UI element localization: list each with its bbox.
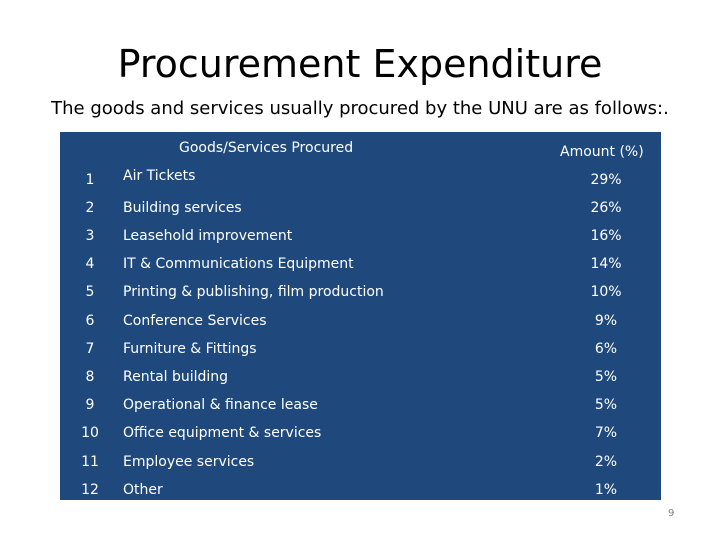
table-row: 4 IT & Communications Equipment 14% <box>60 256 661 280</box>
row-amount: 5% <box>594 397 618 413</box>
row-number: 5 <box>85 284 95 300</box>
row-number: 11 <box>81 454 99 470</box>
table-row: 5 Printing & publishing, film production… <box>60 284 661 308</box>
row-number: 7 <box>85 341 95 357</box>
table-row: 1 Air Tickets 29% <box>60 168 661 194</box>
row-item: Office equipment & services <box>123 425 322 441</box>
table-row: 8 Rental building 5% <box>60 369 661 393</box>
row-number: 2 <box>85 200 95 216</box>
row-item: Operational & finance lease <box>123 397 318 413</box>
row-amount: 2% <box>594 454 618 470</box>
table-row: 7 Furniture & Fittings 6% <box>60 341 661 365</box>
row-item: Building services <box>123 200 242 216</box>
row-item: Rental building <box>123 369 229 385</box>
row-item: Printing & publishing, film production <box>123 284 384 300</box>
header-goods-services: Goods/Services Procured <box>179 140 354 156</box>
row-item: Conference Services <box>123 313 267 329</box>
row-amount: 29% <box>590 172 622 188</box>
row-item: Other <box>123 482 163 498</box>
table-row: 9 Operational & finance lease 5% <box>60 397 661 421</box>
slide-subtitle: The goods and services usually procured … <box>51 98 669 119</box>
table-row: 6 Conference Services 9% <box>60 313 661 337</box>
row-amount: 26% <box>590 200 622 216</box>
row-amount: 10% <box>590 284 622 300</box>
page-number: 9 <box>668 508 675 519</box>
row-number: 8 <box>85 369 95 385</box>
row-item: Leasehold improvement <box>123 228 293 244</box>
row-number: 3 <box>85 228 95 244</box>
row-amount: 14% <box>590 256 622 272</box>
row-amount: 5% <box>594 369 618 385</box>
header-amount: Amount (%) <box>560 144 644 160</box>
procurement-table: Goods/Services Procured Amount (%) 1 Air… <box>60 132 661 500</box>
row-amount: 1% <box>594 482 618 498</box>
row-item: IT & Communications Equipment <box>123 256 354 272</box>
row-item: Employee services <box>123 454 255 470</box>
row-number: 6 <box>85 313 95 329</box>
table-row: 2 Building services 26% <box>60 200 661 224</box>
row-amount: 9% <box>594 313 618 329</box>
row-item: Air Tickets <box>123 168 196 184</box>
table-row: 12 Other 1% <box>60 482 661 506</box>
row-number: 9 <box>85 397 95 413</box>
row-number: 12 <box>81 482 99 498</box>
table-row: 11 Employee services 2% <box>60 454 661 478</box>
row-number: 10 <box>81 425 99 441</box>
table-row: 10 Office equipment & services 7% <box>60 425 661 449</box>
row-amount: 6% <box>594 341 618 357</box>
row-number: 1 <box>85 172 95 188</box>
slide-title: Procurement Expenditure <box>117 42 603 86</box>
row-amount: 7% <box>594 425 618 441</box>
row-amount: 16% <box>590 228 622 244</box>
row-item: Furniture & Fittings <box>123 341 257 357</box>
row-number: 4 <box>85 256 95 272</box>
table-row: 3 Leasehold improvement 16% <box>60 228 661 252</box>
